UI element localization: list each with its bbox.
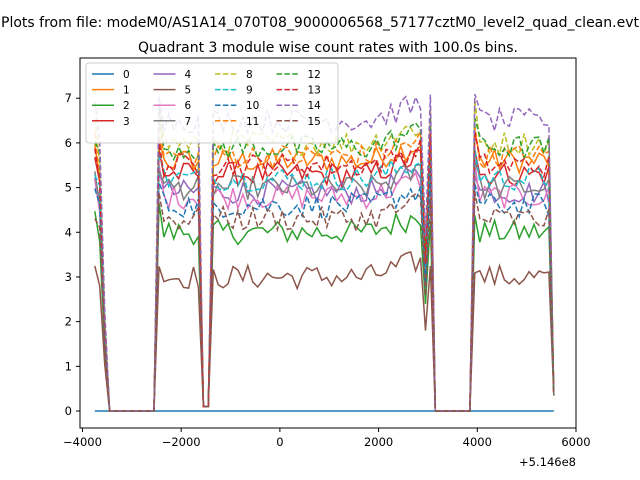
- legend-entry-1: 1: [92, 85, 130, 97]
- legend-entry-9: 9: [215, 85, 253, 97]
- y-tick-label: 5: [65, 181, 72, 195]
- plot-title: Quadrant 3 module wise count rates with …: [138, 40, 518, 56]
- x-tick-label: 6000: [561, 435, 590, 449]
- series-line-9: [94, 146, 555, 412]
- legend-entry-6: 6: [153, 100, 192, 112]
- figure-suptitle: Plots from file: modeM0/AS1A14_070T08_90…: [1, 15, 639, 31]
- legend-label: 14: [308, 100, 322, 112]
- x-tick-label: 4000: [463, 435, 492, 449]
- legend-label: 12: [308, 69, 321, 81]
- legend-entry-14: 14: [276, 100, 322, 112]
- series-line-13: [94, 131, 555, 412]
- legend-entry-13: 13: [276, 85, 321, 97]
- legend-entry-0: 0: [92, 69, 130, 81]
- series-line-5: [94, 250, 555, 412]
- legend-entry-2: 2: [92, 100, 130, 112]
- legend-entry-12: 12: [276, 69, 321, 81]
- legend-entry-15: 15: [276, 116, 321, 128]
- legend-label: 11: [246, 116, 259, 128]
- x-axis: −4000 −2000 0 2000 4000 6000: [63, 428, 591, 449]
- legend-label: 15: [308, 116, 321, 128]
- y-tick-label: 1: [65, 359, 72, 373]
- legend-entry-11: 11: [215, 116, 259, 128]
- legend-label: 0: [123, 69, 130, 81]
- legend-label: 5: [185, 85, 192, 97]
- series-layer: [94, 93, 555, 412]
- legend-entry-7: 7: [153, 116, 192, 128]
- legend-entry-10: 10: [215, 100, 259, 112]
- legend-label: 10: [246, 100, 259, 112]
- x-tick-label: −2000: [162, 435, 201, 449]
- y-tick-label: 2: [65, 315, 72, 329]
- y-tick-label: 3: [65, 270, 72, 284]
- legend-label: 2: [123, 100, 130, 112]
- legend-entry-4: 4: [153, 69, 192, 81]
- series-line-2: [94, 203, 555, 412]
- series-line-10: [94, 169, 555, 412]
- x-tick-label: 2000: [364, 435, 393, 449]
- y-tick-label: 6: [65, 136, 72, 150]
- legend-label: 6: [185, 100, 192, 112]
- legend-label: 9: [246, 85, 253, 97]
- series-line-6: [94, 161, 555, 412]
- series-line-12: [94, 105, 555, 412]
- y-axis: 0 1 2 3 4 5 6 7: [65, 91, 80, 418]
- y-tick-label: 0: [65, 404, 72, 418]
- y-tick-label: 4: [65, 225, 72, 239]
- legend-label: 13: [308, 85, 321, 97]
- legend-label: 7: [185, 116, 192, 128]
- legend-label: 1: [123, 85, 130, 97]
- legend-label: 3: [123, 116, 130, 128]
- x-offset-label: +5.146e8: [519, 455, 576, 469]
- legend-label: 4: [185, 69, 192, 81]
- legend-entry-3: 3: [92, 116, 130, 128]
- y-tick-label: 7: [65, 91, 72, 105]
- legend-entry-8: 8: [215, 69, 253, 81]
- x-tick-label: 0: [276, 435, 283, 449]
- series-line-11: [94, 118, 555, 412]
- legend-label: 8: [246, 69, 253, 81]
- legend-box: [85, 62, 339, 144]
- axes-frame: [79, 57, 577, 429]
- legend-entry-5: 5: [153, 85, 192, 97]
- x-tick-label: −4000: [63, 435, 102, 449]
